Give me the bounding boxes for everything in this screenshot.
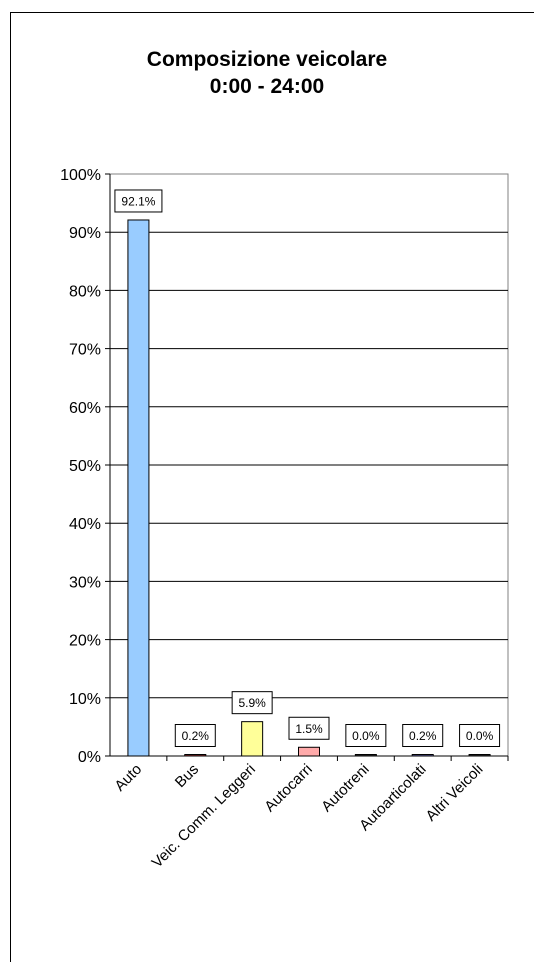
data-label-box [231,691,273,715]
data-label-box [288,716,330,740]
x-category-label: Altri Veicoli [423,761,487,825]
chart-title-line-1: Composizione veicolare [146,48,388,71]
data-label: 0.2% [182,729,210,743]
data-label-box [459,724,501,747]
data-label: 0.0% [466,729,494,743]
bar [298,746,320,757]
x-category-label: Autocarri [261,761,315,815]
y-tick-label: 90% [69,225,101,242]
data-label: 5.9% [238,696,266,710]
y-tick-label: 20% [69,633,101,650]
x-category-label: Veic. Comm. Leggeri [148,761,258,871]
chart-title-line-2: 0:00 - 24:00 [209,75,325,98]
bar [354,754,377,757]
bar [241,721,264,757]
bar [127,219,150,757]
data-label: 92.1% [121,194,155,208]
y-tick-label: 30% [69,574,101,591]
data-label-box [174,724,216,747]
data-label-box [114,189,163,213]
chart-title: Composizione veicolare 0:00 - 24:00 [0,46,534,100]
x-category-label: Autotreni [318,761,372,815]
y-tick-label: 40% [69,516,101,533]
bar [411,754,434,757]
data-label-box [402,724,444,747]
x-category-label: Bus [172,761,202,791]
y-tick-label: 100% [60,167,101,184]
data-label: 0.2% [409,729,437,743]
x-category-label: Auto [111,761,145,795]
bar [468,754,491,757]
bar [184,754,207,757]
data-label: 1.5% [295,722,323,736]
y-tick-label: 70% [69,342,101,359]
data-label: 0.0% [352,729,380,743]
y-tick-label: 50% [69,458,101,475]
data-label-box [345,724,387,747]
y-tick-label: 60% [69,400,101,417]
y-tick-label: 0% [78,749,101,766]
y-tick-label: 10% [69,691,101,708]
y-tick-label: 80% [69,283,101,300]
chart-frame [10,12,534,962]
